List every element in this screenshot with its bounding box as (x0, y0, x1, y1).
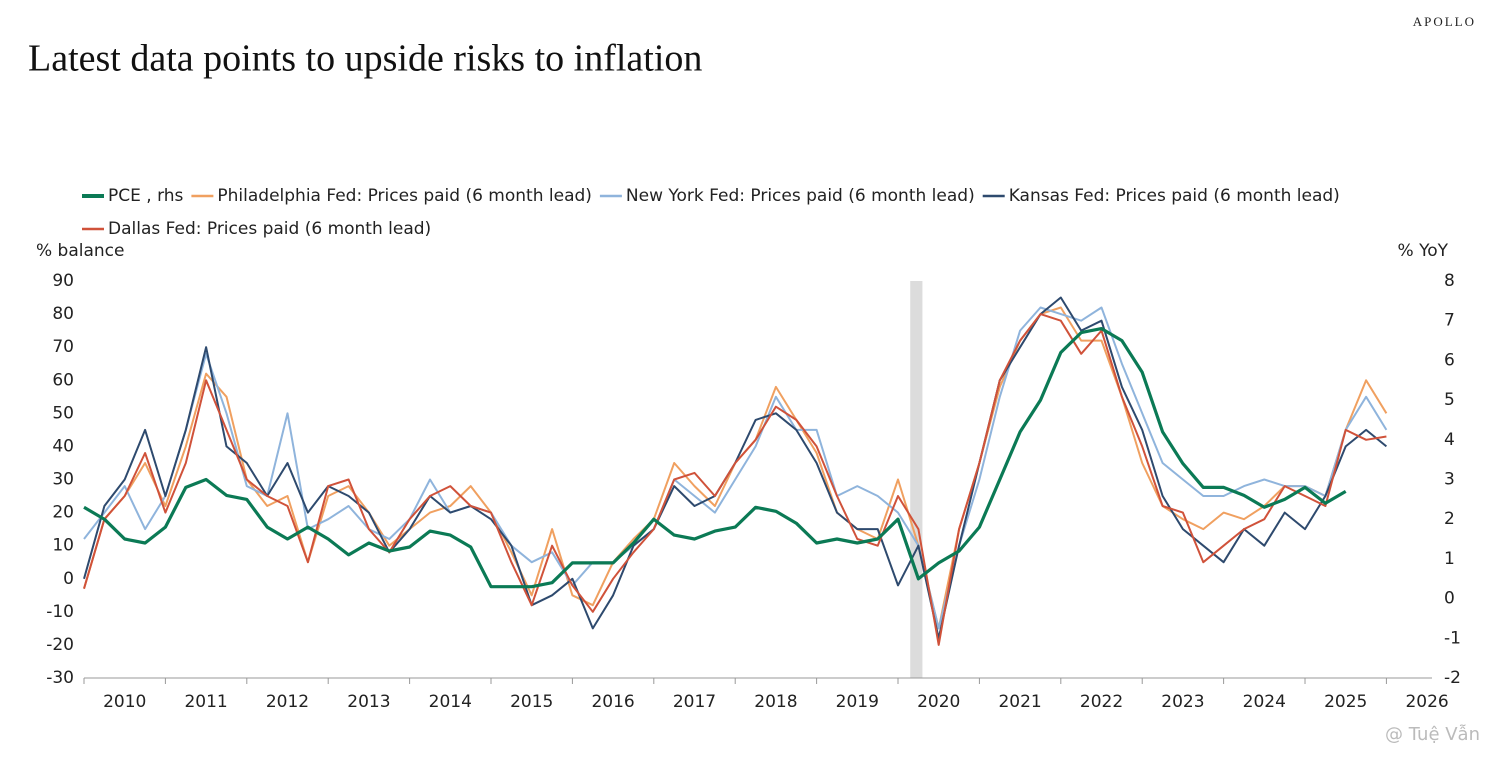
y-tick-label: -10 (46, 602, 74, 622)
y2-tick-label: 3 (1444, 470, 1455, 490)
recession-band (910, 281, 923, 678)
x-tick-label: 2023 (1161, 692, 1204, 712)
x-tick-label: 2020 (917, 692, 960, 712)
y-axis-label: % balance (36, 241, 125, 261)
legend-label: Philadelphia Fed: Prices paid (6 month l… (217, 186, 592, 206)
y-tick-label: 50 (52, 403, 74, 423)
series-line (83, 306, 1388, 630)
x-tick-label: 2017 (673, 692, 716, 712)
series-line (83, 306, 1388, 630)
y-tick-label: 30 (52, 470, 74, 490)
series-line (83, 313, 1387, 646)
brand: APOLLO (1413, 14, 1476, 29)
y-tick-label: 80 (52, 304, 74, 324)
y-tick-label: 70 (52, 337, 74, 357)
x-tick-label: 2025 (1324, 692, 1367, 712)
legend-label: Kansas Fed: Prices paid (6 month lead) (1009, 186, 1340, 206)
y-tick-label: 20 (52, 503, 74, 523)
y2-tick-label: -1 (1444, 628, 1461, 648)
y2-tick-label: 2 (1444, 509, 1455, 529)
legend-label: PCE , rhs (108, 186, 184, 206)
series-line (83, 296, 1388, 640)
x-tick-label: 2026 (1405, 692, 1448, 712)
legend-label: New York Fed: Prices paid (6 month lead) (626, 186, 975, 206)
y-tick-label: 60 (52, 370, 74, 390)
y2-tick-label: 7 (1444, 311, 1455, 331)
y-tick-label: -30 (46, 668, 74, 688)
x-tick-label: 2024 (1243, 692, 1286, 712)
x-tick-label: 2012 (266, 692, 309, 712)
y2-tick-label: 1 (1444, 549, 1455, 569)
x-tick-label: 2022 (1080, 692, 1123, 712)
watermark: @ Tuệ Vẫn (1385, 724, 1480, 745)
y2-tick-label: 4 (1444, 430, 1455, 450)
y2-tick-label: 0 (1444, 589, 1455, 609)
legend-label: Dallas Fed: Prices paid (6 month lead) (108, 219, 431, 239)
y2-tick-label: -2 (1444, 668, 1461, 688)
x-tick-label: 2018 (754, 692, 797, 712)
x-tick-label: 2019 (836, 692, 879, 712)
series-line (83, 327, 1347, 589)
y2-tick-label: 6 (1444, 350, 1455, 370)
y-tick-label: 0 (63, 569, 74, 589)
y2-tick-label: 8 (1444, 271, 1455, 291)
y-tick-label: 90 (52, 271, 74, 291)
x-tick-label: 2011 (184, 692, 227, 712)
x-tick-label: 2015 (510, 692, 553, 712)
x-tick-label: 2010 (103, 692, 146, 712)
y2-tick-label: 5 (1444, 390, 1455, 410)
chart-title: Latest data points to upside risks to in… (28, 38, 702, 80)
x-tick-label: 2013 (347, 692, 390, 712)
y2-axis-label: % YoY (1398, 241, 1449, 261)
x-tick-label: 2021 (998, 692, 1041, 712)
y-tick-label: -20 (46, 635, 74, 655)
x-tick-label: 2016 (591, 692, 634, 712)
y-tick-label: 10 (52, 536, 74, 556)
x-tick-label: 2014 (429, 692, 472, 712)
y-tick-label: 40 (52, 436, 74, 456)
